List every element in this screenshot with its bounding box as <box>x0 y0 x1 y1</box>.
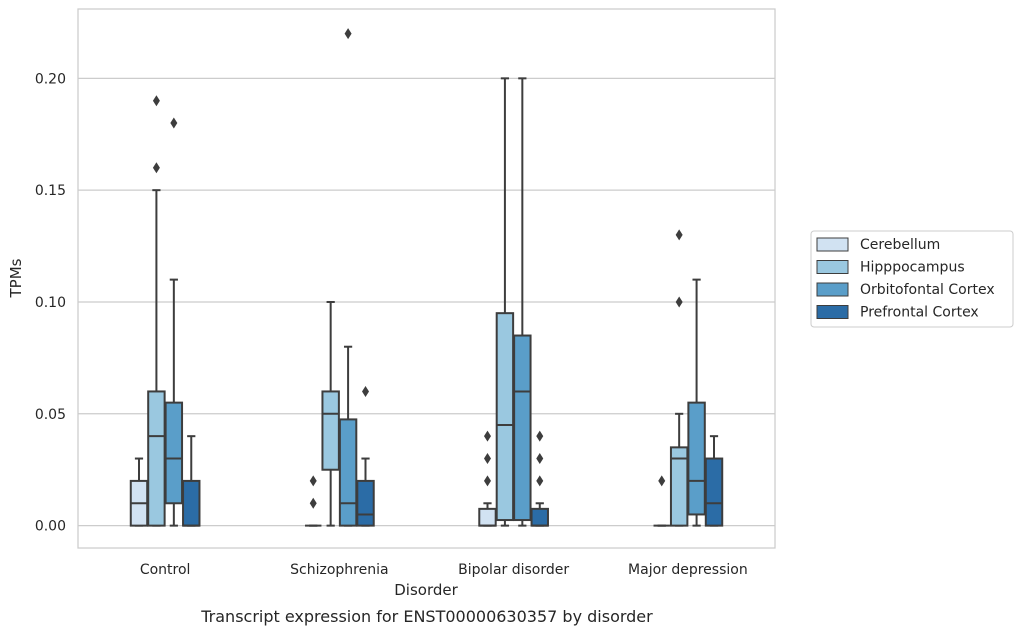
legend-label: Cerebellum <box>860 237 940 253</box>
outlier-point <box>675 296 683 308</box>
x-tick-labels: Control Schizophrenia Bipolar disorder Majo… <box>140 562 748 578</box>
box-group <box>164 117 184 527</box>
box-group <box>687 278 706 527</box>
legend-swatch <box>816 282 849 297</box>
y-tick-label: 0.10 <box>35 295 66 311</box>
outlier-point <box>152 95 160 107</box>
box-group <box>182 435 201 527</box>
outlier-point <box>483 475 491 487</box>
box-group <box>356 385 375 527</box>
legend-label: Orbitofontal Cortex <box>860 282 995 298</box>
legend-label: Hipppocampus <box>860 260 965 276</box>
legend-frame <box>810 230 1014 328</box>
outlier-point <box>362 385 370 397</box>
box-body <box>356 479 375 527</box>
box-group <box>147 95 166 527</box>
chart-caption: Transcript expression for ENST0000063035… <box>200 607 653 626</box>
box-body <box>687 401 706 516</box>
box-group <box>321 300 340 527</box>
legend-swatch <box>816 237 849 252</box>
box-body <box>164 401 184 505</box>
box-group <box>478 430 497 527</box>
x-tick-label: Bipolar disorder <box>458 562 569 578</box>
box-group <box>305 475 322 527</box>
box-body <box>530 507 549 527</box>
box-body <box>338 418 358 527</box>
y-tick-label: 0.00 <box>35 519 66 535</box>
outlier-point <box>536 430 544 442</box>
box-body <box>321 390 340 471</box>
legend: Cerebellum Hipppocampus Orbitofontal Corte… <box>810 230 1014 328</box>
legend-swatch <box>816 305 849 319</box>
box-body <box>147 390 166 527</box>
box-group <box>704 435 724 527</box>
outlier-point <box>675 229 683 241</box>
x-tick-label: Major depression <box>628 562 748 578</box>
legend-label: Prefrontal Cortex <box>860 305 979 321</box>
legend-item: Orbitofontal Cortex <box>816 282 995 298</box>
y-tick-label: 0.15 <box>35 183 66 199</box>
x-tick-label: Control <box>140 562 191 578</box>
legend-item: Cerebellum <box>816 237 940 253</box>
box-group <box>129 457 149 527</box>
box-body <box>669 446 689 527</box>
y-tick-label: 0.05 <box>35 407 66 423</box>
outlier-point <box>344 28 352 40</box>
box-elements <box>129 28 724 527</box>
box-body <box>513 334 532 522</box>
plot-area <box>77 8 776 549</box>
box-group <box>495 77 515 527</box>
y-tick-labels: 0.00 0.05 0.10 0.15 0.20 <box>35 71 66 534</box>
outlier-point <box>309 497 317 509</box>
outlier-point <box>152 162 160 174</box>
legend-swatch <box>816 260 849 274</box>
x-tick-label: Schizophrenia <box>290 562 388 578</box>
y-tick-label: 0.20 <box>35 71 66 87</box>
outlier-point <box>170 117 178 129</box>
outlier-point <box>658 475 666 487</box>
outlier-point <box>536 475 544 487</box>
outlier-point <box>536 453 544 465</box>
box-body <box>182 479 201 527</box>
box-body <box>704 457 724 527</box>
box-body <box>495 312 515 522</box>
legend-item: Prefrontal Cortex <box>816 305 979 321</box>
legend-item: Hipppocampus <box>816 260 965 276</box>
outlier-point <box>483 453 491 465</box>
box-body <box>478 507 497 527</box>
outlier-point <box>483 430 491 442</box>
box-group <box>653 475 670 527</box>
box-group <box>530 430 549 527</box>
y-axis-title: TPMs <box>7 258 25 298</box>
box-group <box>669 229 689 527</box>
x-axis-title: Disorder <box>394 581 458 599</box>
box-group <box>338 28 358 527</box>
box-group <box>513 77 532 527</box>
outlier-point <box>309 475 317 487</box>
